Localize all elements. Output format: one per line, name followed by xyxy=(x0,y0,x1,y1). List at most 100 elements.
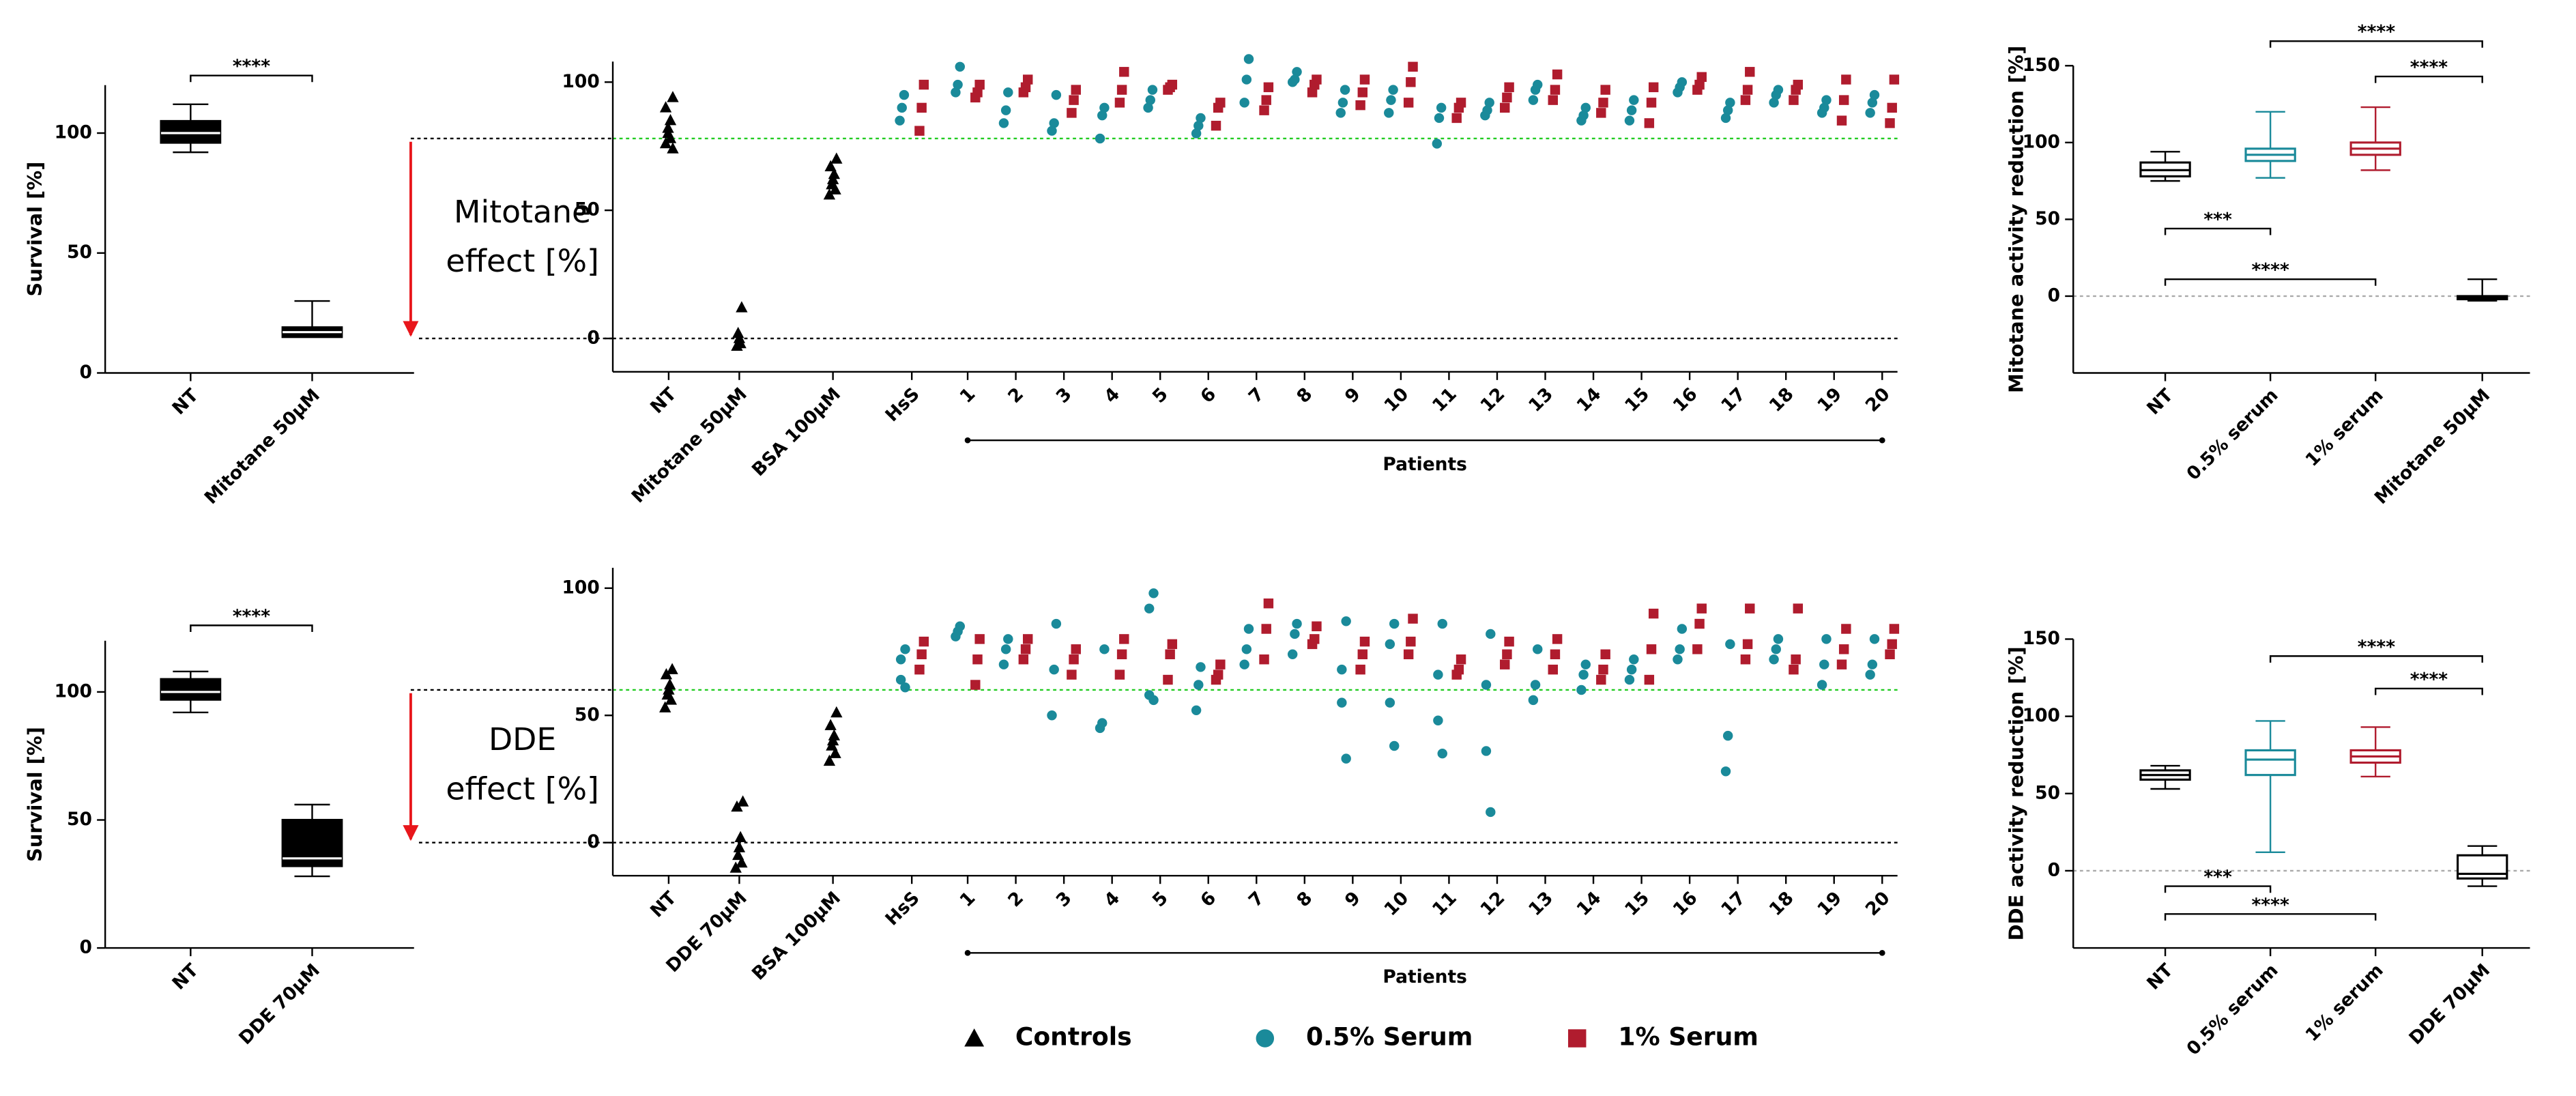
data-point xyxy=(1817,108,1827,118)
legend-marker xyxy=(1567,1029,1587,1048)
significance-label: **** xyxy=(2358,22,2396,43)
data-point xyxy=(1340,85,1350,95)
data-point xyxy=(1692,85,1703,95)
significance-label: **** xyxy=(2410,57,2448,78)
data-point xyxy=(1434,113,1445,124)
significance-label: **** xyxy=(2358,637,2396,658)
box xyxy=(2244,749,2296,777)
data-point xyxy=(970,680,981,690)
data-point xyxy=(1720,113,1731,124)
data-point xyxy=(1403,98,1414,108)
y-tick-label: 100 xyxy=(562,577,600,598)
x-tick-label: 3 xyxy=(1052,384,1076,407)
data-point xyxy=(826,739,838,751)
data-point xyxy=(1580,102,1591,113)
data-point xyxy=(1051,89,1062,100)
data-point xyxy=(1673,654,1683,665)
data-point xyxy=(1243,624,1254,634)
effect-annotation: effect [%] xyxy=(446,243,599,279)
data-point xyxy=(1408,614,1418,624)
data-point xyxy=(828,167,841,179)
data-point xyxy=(1163,85,1173,95)
data-point xyxy=(663,678,676,690)
data-point xyxy=(1865,669,1875,680)
x-tick-label: 16 xyxy=(1669,887,1702,920)
x-tick-label: DDE 70μM xyxy=(235,960,324,1049)
y-tick-label: 100 xyxy=(562,71,600,92)
significance-bar xyxy=(2269,40,2483,48)
data-point xyxy=(733,841,746,852)
data-point xyxy=(659,136,672,149)
data-point xyxy=(732,848,744,861)
data-point xyxy=(1791,654,1801,665)
x-tick-label: 19 xyxy=(1813,887,1846,920)
data-point xyxy=(1500,659,1510,669)
data-point xyxy=(829,747,841,758)
x-tick-label: NT xyxy=(2143,960,2177,994)
significance-label: *** xyxy=(2203,867,2232,888)
data-point xyxy=(1385,639,1395,650)
data-point xyxy=(953,79,963,90)
data-point xyxy=(1548,664,1558,675)
data-point xyxy=(1885,118,1895,128)
y-axis-label: Mitotane activity reduction [%] xyxy=(2004,46,2027,393)
data-point xyxy=(1432,139,1443,149)
data-point xyxy=(1745,603,1755,614)
data-point xyxy=(1720,766,1731,777)
data-point xyxy=(1484,98,1494,108)
x-tick-label: 12 xyxy=(1476,887,1509,920)
data-point xyxy=(1867,659,1878,669)
x-tick-label: 13 xyxy=(1524,887,1557,920)
data-point xyxy=(1887,639,1897,650)
data-point xyxy=(1433,669,1443,680)
data-point xyxy=(1069,654,1079,665)
data-point xyxy=(1745,67,1755,77)
data-point xyxy=(736,301,748,313)
data-point xyxy=(1773,634,1784,644)
data-point xyxy=(1740,95,1751,105)
data-point xyxy=(1742,639,1753,650)
y-tick-label: 0 xyxy=(587,831,599,852)
data-point xyxy=(1740,654,1751,665)
data-point xyxy=(732,326,744,338)
data-point xyxy=(914,664,925,675)
data-point xyxy=(1403,649,1414,660)
data-point xyxy=(1116,649,1127,660)
data-point xyxy=(1578,669,1589,680)
data-point xyxy=(1869,89,1880,100)
data-point xyxy=(1018,654,1029,665)
data-point xyxy=(1552,634,1563,644)
significance-bar xyxy=(190,74,313,83)
data-point xyxy=(1193,120,1204,131)
data-point xyxy=(826,173,839,184)
data-point xyxy=(823,188,836,200)
data-point xyxy=(1576,684,1587,695)
data-point xyxy=(1095,723,1105,734)
data-point xyxy=(1437,618,1447,629)
data-point xyxy=(1696,72,1707,83)
data-point xyxy=(1341,753,1351,764)
x-tick-label: Mitotane 50μM xyxy=(201,385,324,508)
legend-label: Controls xyxy=(1015,1022,1132,1051)
data-point xyxy=(1817,680,1827,690)
data-point xyxy=(1020,644,1031,654)
data-point xyxy=(1047,710,1057,721)
data-point xyxy=(1292,618,1302,629)
box xyxy=(2457,854,2508,880)
data-point xyxy=(1500,102,1510,113)
data-point xyxy=(970,92,981,103)
data-point xyxy=(1644,674,1655,685)
data-point xyxy=(1453,102,1464,113)
data-point xyxy=(733,332,746,343)
data-point xyxy=(1307,87,1318,98)
x-tick-label: 9 xyxy=(1341,384,1365,407)
data-point xyxy=(1694,618,1705,629)
data-point xyxy=(1576,115,1587,126)
y-axis-label: Survival [%] xyxy=(23,727,46,862)
data-point xyxy=(1239,98,1249,108)
x-tick-label: NT xyxy=(646,887,680,921)
data-point xyxy=(1290,629,1300,639)
x-tick-label: 12 xyxy=(1476,384,1509,416)
significance-bar xyxy=(2164,913,2377,921)
